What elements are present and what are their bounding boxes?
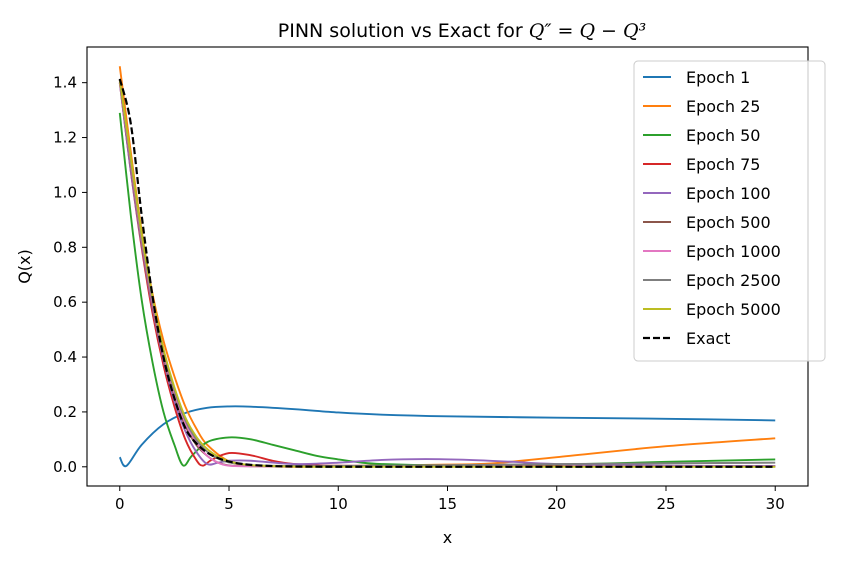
y-tick-label: 0.6 xyxy=(53,293,77,311)
y-tick-label: 0.8 xyxy=(53,238,77,256)
legend-label: Epoch 25 xyxy=(686,97,760,116)
legend-entry: Epoch 500 xyxy=(643,213,771,232)
legend-entry: Epoch 100 xyxy=(643,184,771,203)
y-tick-label: 0.2 xyxy=(53,403,77,421)
legend-entry: Epoch 50 xyxy=(643,126,760,145)
legend-label: Epoch 5000 xyxy=(686,300,781,319)
series-line-epoch-1 xyxy=(118,405,776,468)
x-axis: 0 5 10 15 20 25 30 xyxy=(115,486,785,513)
chart-title: PINN solution vs Exact for Q″ = Q − Q³ xyxy=(278,20,646,42)
x-tick-label: 15 xyxy=(438,495,457,513)
legend-entry: Epoch 1000 xyxy=(643,242,781,261)
x-tick-label: 10 xyxy=(329,495,348,513)
y-tick-label: 0.0 xyxy=(53,458,77,476)
plot-area: 0 5 10 15 20 25 30 0.0 0.2 0.4 0.6 0.8 1.0 1.2 1.4 xyxy=(53,46,809,513)
series-layer xyxy=(118,66,776,468)
y-tick-label: 0.4 xyxy=(53,348,77,366)
legend-entry: Epoch 25 xyxy=(643,97,760,116)
legend-box xyxy=(633,60,826,362)
legend-entry: Epoch 1 xyxy=(643,68,750,87)
y-axis-label: Q(x) xyxy=(15,249,34,284)
legend-label: Epoch 1 xyxy=(686,68,750,87)
y-tick-label: 1.0 xyxy=(53,183,77,201)
legend-label: Exact xyxy=(686,329,730,348)
legend-entry: Epoch 5000 xyxy=(643,300,781,319)
legend-label: Epoch 75 xyxy=(686,155,760,174)
legend-entry: Epoch 75 xyxy=(643,155,760,174)
x-tick-label: 5 xyxy=(224,495,234,513)
x-tick-label: 25 xyxy=(656,495,675,513)
y-tick-label: 1.2 xyxy=(53,129,77,147)
series-line-exact xyxy=(118,78,776,468)
chart-title-prefix: PINN solution vs Exact for xyxy=(278,20,529,42)
legend: Epoch 1 Epoch 25 Epoch 50 Epoch 75 Epoch 100… xyxy=(633,60,826,362)
x-axis-label: x xyxy=(443,528,452,547)
legend-entry: Exact xyxy=(643,329,730,348)
legend-label: Epoch 1000 xyxy=(686,242,781,261)
chart-title-math: Q″ = Q − Q³ xyxy=(529,20,646,42)
legend-label: Epoch 50 xyxy=(686,126,760,145)
x-tick-label: 0 xyxy=(115,495,125,513)
legend-label: Epoch 2500 xyxy=(686,271,781,290)
x-tick-label: 20 xyxy=(547,495,566,513)
legend-label: Epoch 500 xyxy=(686,213,771,232)
legend-entry: Epoch 2500 xyxy=(643,271,781,290)
y-axis: 0.0 0.2 0.4 0.6 0.8 1.0 1.2 1.4 xyxy=(53,74,87,476)
legend-entries: Epoch 1 Epoch 25 Epoch 50 Epoch 75 Epoch 100… xyxy=(643,68,781,348)
x-tick-label: 30 xyxy=(766,495,785,513)
y-tick-label: 1.4 xyxy=(53,74,77,92)
legend-label: Epoch 100 xyxy=(686,184,771,203)
